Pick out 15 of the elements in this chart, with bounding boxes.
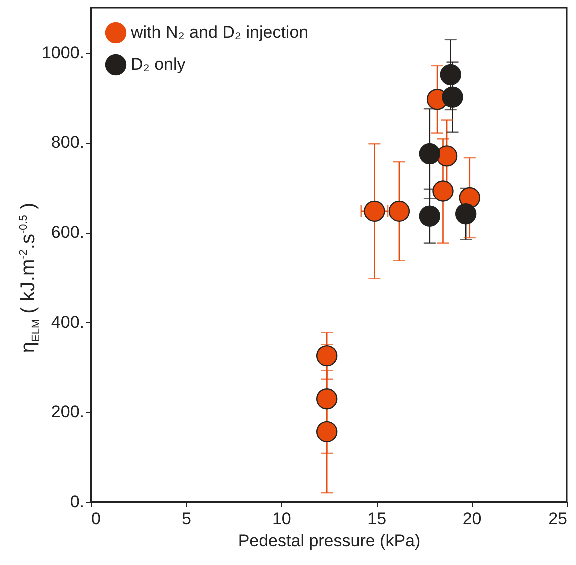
legend-label: D₂ only (131, 55, 186, 74)
y-tick-label: 1000. (42, 43, 84, 62)
x-tick-label: 5 (182, 510, 192, 528)
x-axis-title: Pedestal pressure (kPa) (238, 532, 421, 550)
y-tick-label: 600. (51, 223, 84, 242)
x-tick-label: 15 (368, 510, 387, 528)
x-tick-label: 0 (92, 510, 101, 528)
legend-label: with N₂ and D₂ injection (130, 23, 309, 42)
y-tick-label: 800. (51, 133, 84, 152)
y-tick-label: 0. (70, 492, 84, 512)
x-tick-label: 20 (462, 510, 482, 528)
x-tick-label: 25 (548, 510, 568, 528)
x-tick-label: 10 (272, 510, 292, 528)
y-tick-label: 200. (51, 402, 84, 422)
y-tick-label: 400. (51, 312, 84, 332)
